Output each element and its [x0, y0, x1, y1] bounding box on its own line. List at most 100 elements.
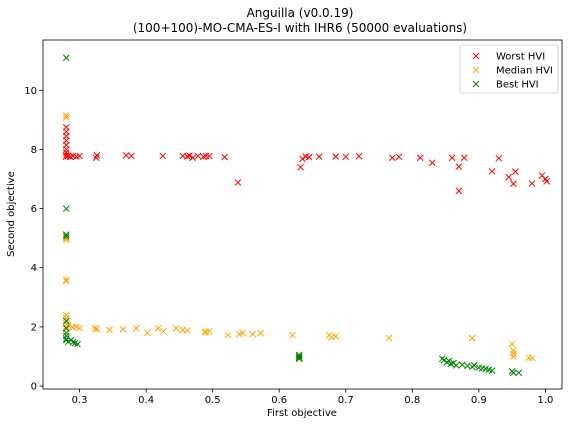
point-1-5	[62, 277, 70, 285]
point-0-27	[221, 153, 229, 161]
chart-title: Anguilla (v0.0.19)	[247, 6, 354, 20]
point-2-2	[62, 231, 70, 238]
y-tick-label-5: 10	[24, 86, 37, 97]
point-1-30	[235, 330, 243, 338]
point-1-21	[154, 325, 162, 332]
point-0-37	[388, 154, 396, 162]
point-0-43	[455, 187, 463, 195]
point-1-15	[91, 325, 99, 332]
x-tick-label-3: 0.6	[271, 395, 287, 406]
point-1-7	[62, 314, 70, 322]
point-1-43	[510, 353, 517, 360]
y-tick-label-2: 4	[31, 263, 37, 274]
point-0-47	[505, 173, 513, 181]
point-2-22	[445, 357, 453, 365]
point-1-31	[239, 329, 246, 337]
point-2-8	[62, 335, 70, 343]
point-2-19	[438, 355, 446, 363]
scatter-marks	[62, 54, 551, 377]
point-2-0	[62, 54, 70, 62]
x-tick-label-7: 1.0	[537, 395, 553, 406]
x-tick-label-6: 0.9	[471, 395, 487, 406]
point-0-29	[297, 163, 304, 171]
point-1-20	[144, 329, 151, 337]
point-1-41	[510, 347, 517, 354]
x-tick-label-0: 0.3	[72, 395, 88, 406]
point-2-36	[510, 369, 517, 377]
x-tick-label-4: 0.7	[338, 395, 354, 406]
point-0-22	[189, 154, 197, 162]
point-1-22	[160, 327, 167, 335]
y-axis-label: Second objective	[6, 171, 17, 257]
point-0-36	[355, 152, 363, 160]
point-1-16	[93, 325, 101, 333]
point-1-23	[172, 325, 180, 332]
point-0-33	[315, 153, 323, 160]
point-0-17	[128, 152, 135, 160]
point-1-4	[62, 276, 70, 283]
point-0-46	[495, 154, 503, 162]
point-1-6	[62, 311, 70, 319]
legend-box	[459, 44, 559, 94]
y-tick-label-4: 8	[31, 145, 37, 156]
point-2-4	[62, 317, 70, 325]
point-0-39	[416, 154, 424, 162]
x-tick-label-2: 0.5	[205, 395, 221, 406]
point-1-39	[468, 334, 476, 342]
point-0-20	[184, 153, 191, 160]
point-2-26	[458, 361, 466, 369]
legend-label-2: Best HVI	[496, 80, 539, 91]
point-0-7	[62, 151, 70, 159]
point-2-3	[62, 233, 70, 240]
point-1-17	[106, 326, 113, 334]
point-2-34	[488, 367, 496, 375]
point-0-45	[488, 167, 496, 175]
point-1-25	[184, 327, 191, 334]
point-0-13	[76, 152, 83, 160]
point-2-29	[470, 361, 478, 369]
point-1-33	[257, 330, 264, 337]
point-2-12	[69, 338, 77, 346]
point-0-18	[159, 152, 167, 160]
series-best-hvi	[62, 54, 523, 377]
point-0-21	[186, 152, 193, 159]
x-tick-label-1: 0.4	[138, 395, 154, 406]
y-tick-label-1: 2	[31, 322, 37, 333]
point-0-48	[510, 180, 517, 188]
point-0-23	[194, 152, 202, 160]
legend-label-0: Worst HVI	[496, 52, 545, 63]
point-0-50	[528, 180, 536, 187]
point-0-14	[92, 154, 100, 162]
point-0-53	[543, 178, 551, 185]
point-2-25	[452, 361, 460, 369]
point-0-28	[234, 179, 242, 186]
y-tick-label-3: 6	[31, 204, 37, 215]
point-1-1	[62, 114, 70, 121]
point-1-45	[528, 354, 536, 362]
point-0-5	[62, 146, 70, 153]
point-2-16	[295, 353, 303, 360]
y-tick-label-0: 0	[31, 382, 37, 393]
point-2-17	[295, 354, 303, 362]
point-0-35	[342, 153, 350, 161]
point-1-38	[385, 334, 393, 342]
series-median-hvi	[62, 112, 536, 362]
point-1-34	[289, 331, 296, 339]
plot-frame	[42, 39, 563, 390]
point-1-19	[132, 325, 140, 332]
legend-marker-1	[472, 66, 480, 74]
point-2-18	[295, 355, 303, 363]
y-axis: 0 2 4 6 8 10	[24, 86, 43, 393]
legend-marker-2	[472, 80, 480, 88]
point-0-42	[455, 163, 463, 170]
point-2-14	[74, 340, 81, 348]
point-1-3	[62, 236, 70, 243]
chart-subtitle: (100+100)-MO-CMA-ES-I with IHR6 (50000 e…	[133, 21, 467, 35]
point-1-37	[332, 333, 340, 340]
point-0-38	[395, 153, 403, 161]
point-1-29	[224, 331, 232, 339]
point-0-30	[299, 155, 306, 163]
point-0-40	[428, 159, 436, 167]
point-1-11	[64, 322, 72, 329]
